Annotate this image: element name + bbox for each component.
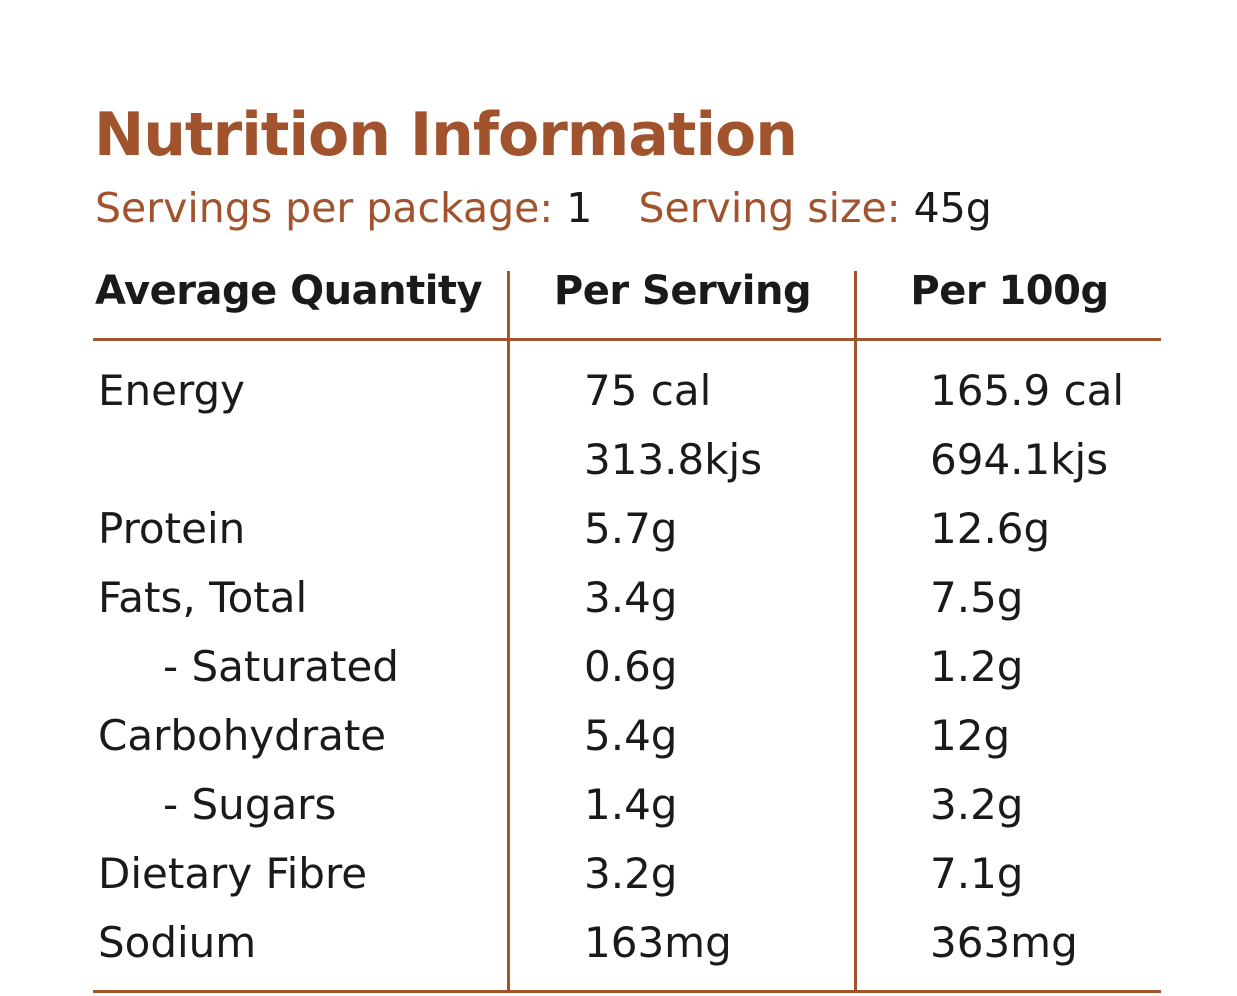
serving-info: Servings per package: 1 Serving size: 45… bbox=[95, 184, 992, 232]
header-divider bbox=[93, 338, 1161, 341]
nutrient-label: Protein bbox=[98, 504, 246, 553]
nutrition-table-body: Energy 75 cal 165.9 cal 313.8kjs 694.1kjs Pro… bbox=[0, 358, 1237, 979]
column-divider-1 bbox=[507, 271, 510, 991]
per-serving-value: 3.2g bbox=[584, 849, 678, 898]
per-100g-value: 363mg bbox=[930, 918, 1078, 967]
nutrient-label: - Saturated bbox=[163, 642, 399, 691]
per-serving-value: 313.8kjs bbox=[584, 435, 763, 484]
per-100g-value: 7.1g bbox=[930, 849, 1024, 898]
table-row: - Saturated 0.6g 1.2g bbox=[0, 634, 1237, 703]
nutrient-label: Dietary Fibre bbox=[98, 849, 368, 898]
per-100g-value: 7.5g bbox=[930, 573, 1024, 622]
servings-per-package-value: 1 bbox=[566, 184, 593, 232]
table-bottom-border bbox=[93, 990, 1161, 993]
table-row: Carbohydrate 5.4g 12g bbox=[0, 703, 1237, 772]
per-100g-value: 12.6g bbox=[930, 504, 1051, 553]
nutrient-label: - Sugars bbox=[163, 780, 337, 829]
nutrient-label: Sodium bbox=[98, 918, 257, 967]
per-serving-value: 1.4g bbox=[584, 780, 678, 829]
header-per-100g: Per 100g bbox=[910, 268, 1109, 314]
header-average-quantity: Average Quantity bbox=[95, 268, 483, 314]
header-per-serving: Per Serving bbox=[553, 268, 812, 314]
table-row: Sodium 163mg 363mg bbox=[0, 910, 1237, 979]
table-row: Protein 5.7g 12.6g bbox=[0, 496, 1237, 565]
table-row: Energy 75 cal 165.9 cal bbox=[0, 358, 1237, 427]
per-100g-value: 1.2g bbox=[930, 642, 1024, 691]
serving-size-value: 45g bbox=[913, 184, 992, 232]
column-divider-2 bbox=[854, 271, 857, 991]
table-row: Dietary Fibre 3.2g 7.1g bbox=[0, 841, 1237, 910]
per-100g-value: 12g bbox=[930, 711, 1011, 760]
nutrient-label: Carbohydrate bbox=[98, 711, 387, 760]
serving-size-label: Serving size: bbox=[638, 184, 901, 232]
per-100g-value: 694.1kjs bbox=[930, 435, 1109, 484]
per-serving-value: 75 cal bbox=[584, 366, 712, 415]
table-row: 313.8kjs 694.1kjs bbox=[0, 427, 1237, 496]
per-serving-value: 0.6g bbox=[584, 642, 678, 691]
table-row: - Sugars 1.4g 3.2g bbox=[0, 772, 1237, 841]
servings-per-package-label: Servings per package: bbox=[95, 184, 554, 232]
per-serving-value: 5.7g bbox=[584, 504, 678, 553]
nutrient-label: Fats, Total bbox=[98, 573, 308, 622]
table-row: Fats, Total 3.4g 7.5g bbox=[0, 565, 1237, 634]
per-serving-value: 5.4g bbox=[584, 711, 678, 760]
per-100g-value: 165.9 cal bbox=[930, 366, 1125, 415]
per-serving-value: 3.4g bbox=[584, 573, 678, 622]
page-title: Nutrition Information bbox=[94, 100, 798, 170]
per-serving-value: 163mg bbox=[584, 918, 732, 967]
per-100g-value: 3.2g bbox=[930, 780, 1024, 829]
nutrient-label: Energy bbox=[98, 366, 246, 415]
